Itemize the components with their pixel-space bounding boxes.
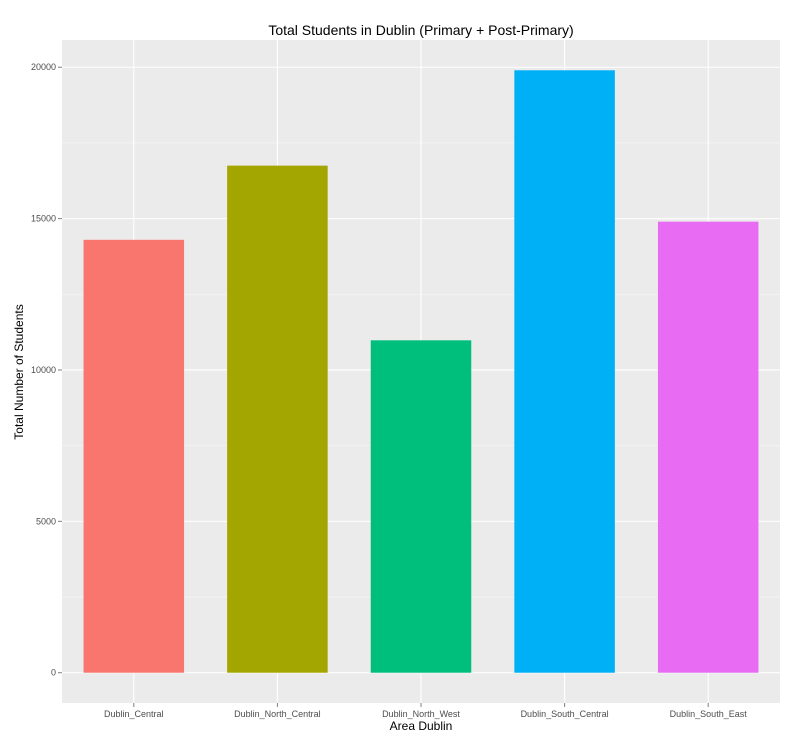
bar-dublin-south-east (657, 221, 759, 673)
x-tick-label: Dublin_Central (104, 709, 164, 719)
y-tick-label: 10000 (31, 365, 56, 375)
x-axis-title: Area Dublin (390, 719, 453, 733)
bars (83, 70, 759, 673)
y-tick-label: 15000 (31, 214, 56, 224)
y-tick-label: 0 (51, 668, 56, 678)
y-axis-ticks: 0 5000 10000 15000 20000 (31, 62, 62, 678)
chart-title: Total Students in Dublin (Primary + Post… (268, 22, 573, 38)
x-tick-label: Dublin_North_West (382, 709, 460, 719)
x-axis-ticks: Dublin_Central Dublin_North_Central Dublin… (104, 703, 747, 719)
x-tick-label: Dublin_North_Central (234, 709, 321, 719)
y-axis-title: Total Number of Students (12, 304, 26, 439)
y-tick-label: 5000 (36, 516, 56, 526)
x-tick-label: Dublin_South_East (670, 709, 748, 719)
bar-dublin-south-central (514, 70, 615, 673)
x-tick-label: Dublin_South_Central (521, 709, 609, 719)
bar-dublin-central (83, 239, 185, 673)
bar-dublin-north-central (227, 165, 328, 673)
y-tick-label: 20000 (31, 62, 56, 72)
bar-dublin-north-west (370, 340, 472, 673)
